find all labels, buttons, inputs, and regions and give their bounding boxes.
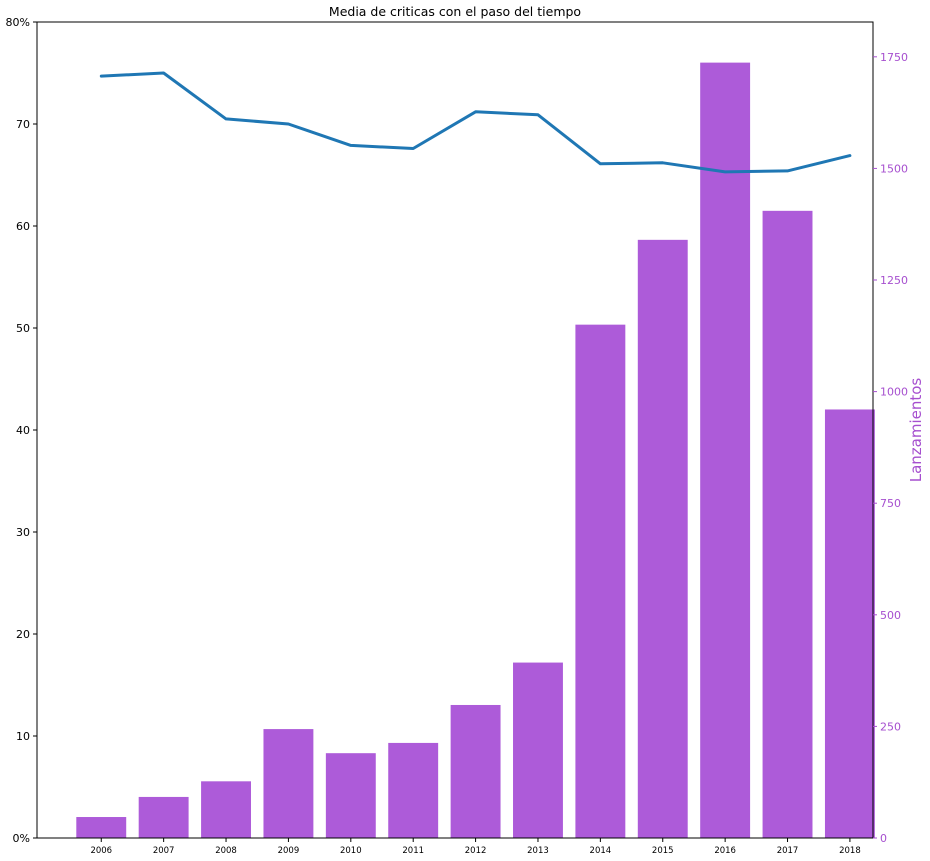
line-series xyxy=(99,71,852,174)
bar-2009 xyxy=(263,729,314,838)
x-tick-label: 2016 xyxy=(714,846,736,856)
left-tick-label: 30 xyxy=(16,526,30,539)
x-tick-label: 2018 xyxy=(839,846,861,856)
right-tick-label: 1000 xyxy=(880,386,908,399)
left-tick-label: 60 xyxy=(16,220,30,233)
x-tick-label: 2011 xyxy=(402,846,424,856)
left-tick-label: 70 xyxy=(16,118,30,131)
right-tick-label: 0 xyxy=(880,832,887,845)
left-tick-label: 10 xyxy=(16,730,30,743)
left-tick-label: 80% xyxy=(6,16,30,29)
right-tick-label: 500 xyxy=(880,609,901,622)
right-tick-label: 750 xyxy=(880,497,901,510)
bar-2018 xyxy=(824,409,875,838)
bar-2016 xyxy=(700,62,751,838)
left-y-axis: 0% 10 20 30 40 50 60 70 80% xyxy=(6,16,37,845)
bar-2010 xyxy=(325,753,376,838)
bar-2008 xyxy=(201,781,251,838)
bars-group xyxy=(76,62,875,838)
x-tick-label: 2006 xyxy=(90,846,112,856)
bar-2007 xyxy=(138,796,189,838)
x-tick-label: 2014 xyxy=(590,846,612,856)
x-tick-label: 2009 xyxy=(278,846,300,856)
right-tick-label: 1750 xyxy=(880,51,908,64)
bar-2011 xyxy=(388,742,439,838)
bar-2006 xyxy=(76,817,127,838)
x-tick-label: 2017 xyxy=(777,846,799,856)
bar-2015 xyxy=(637,239,688,838)
right-tick-label: 250 xyxy=(880,720,901,733)
right-tick-label: 1500 xyxy=(880,162,908,175)
x-axis: 2006 2007 2008 2009 2010 2011 2012 2013 2014 2015… xyxy=(90,838,861,856)
x-tick-label: 2013 xyxy=(527,846,549,856)
x-tick-label: 2007 xyxy=(153,846,175,856)
left-tick-label: 40 xyxy=(16,424,30,437)
chart-title: Media de criticas con el paso del tiempo xyxy=(329,4,581,19)
left-tick-label: 50 xyxy=(16,322,30,335)
x-tick-label: 2012 xyxy=(465,846,487,856)
right-y-axis: 0 250 500 750 1000 1250 1500 1750 xyxy=(873,51,908,845)
x-tick-label: 2010 xyxy=(340,846,362,856)
bar-2012 xyxy=(450,704,501,838)
line-series-group xyxy=(99,71,852,174)
bar-2017 xyxy=(762,210,813,838)
right-axis-label: Lanzamientos xyxy=(907,378,925,483)
x-tick-label: 2015 xyxy=(652,846,674,856)
left-tick-label: 0% xyxy=(13,832,30,845)
left-tick-label: 20 xyxy=(16,628,30,641)
right-tick-label: 1250 xyxy=(880,274,908,287)
bar-2014 xyxy=(575,324,626,838)
bar-2013 xyxy=(513,662,563,838)
x-tick-label: 2008 xyxy=(215,846,237,856)
